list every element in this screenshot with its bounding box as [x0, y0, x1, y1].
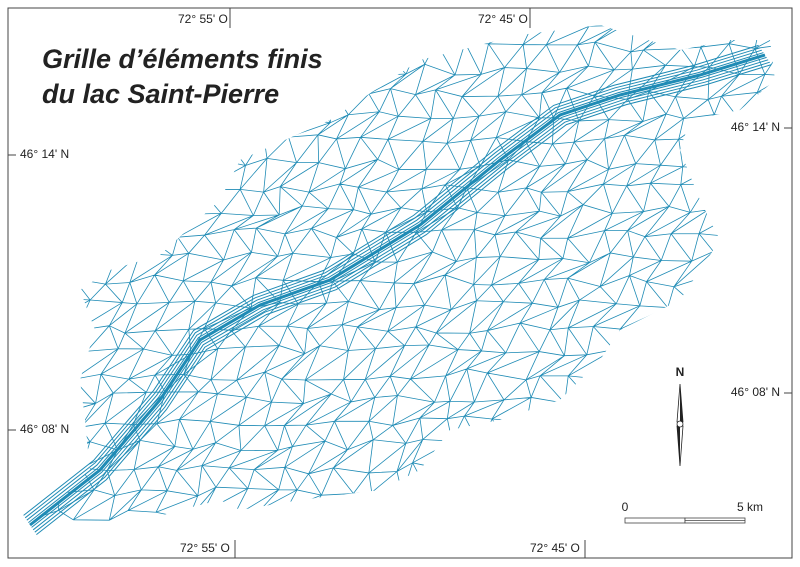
- map: Grille d’éléments finis du lac Saint-Pie…: [0, 0, 800, 567]
- latitude-label: 46° 08' N: [20, 422, 69, 436]
- channel-line: [28, 53, 763, 523]
- channel-line: [32, 57, 767, 527]
- longitude-label: 72° 55' O: [178, 12, 228, 26]
- longitude-label: 72° 45' O: [478, 12, 528, 26]
- latitude-label: 46° 08' N: [731, 385, 780, 399]
- scale-end: 5 km: [737, 500, 763, 514]
- north-arrow: [677, 384, 683, 466]
- latitude-label: 46° 14' N: [731, 120, 780, 134]
- latitude-label: 46° 14' N: [20, 147, 69, 161]
- scale-bar: [625, 518, 745, 523]
- scale-start: 0: [622, 500, 629, 514]
- north-label: N: [676, 365, 685, 379]
- channel-line: [30, 55, 765, 525]
- map-title: du lac Saint-Pierre: [42, 79, 279, 109]
- longitude-label: 72° 45' O: [530, 541, 580, 555]
- longitude-label: 72° 55' O: [180, 541, 230, 555]
- map-title: Grille d’éléments finis: [42, 44, 323, 74]
